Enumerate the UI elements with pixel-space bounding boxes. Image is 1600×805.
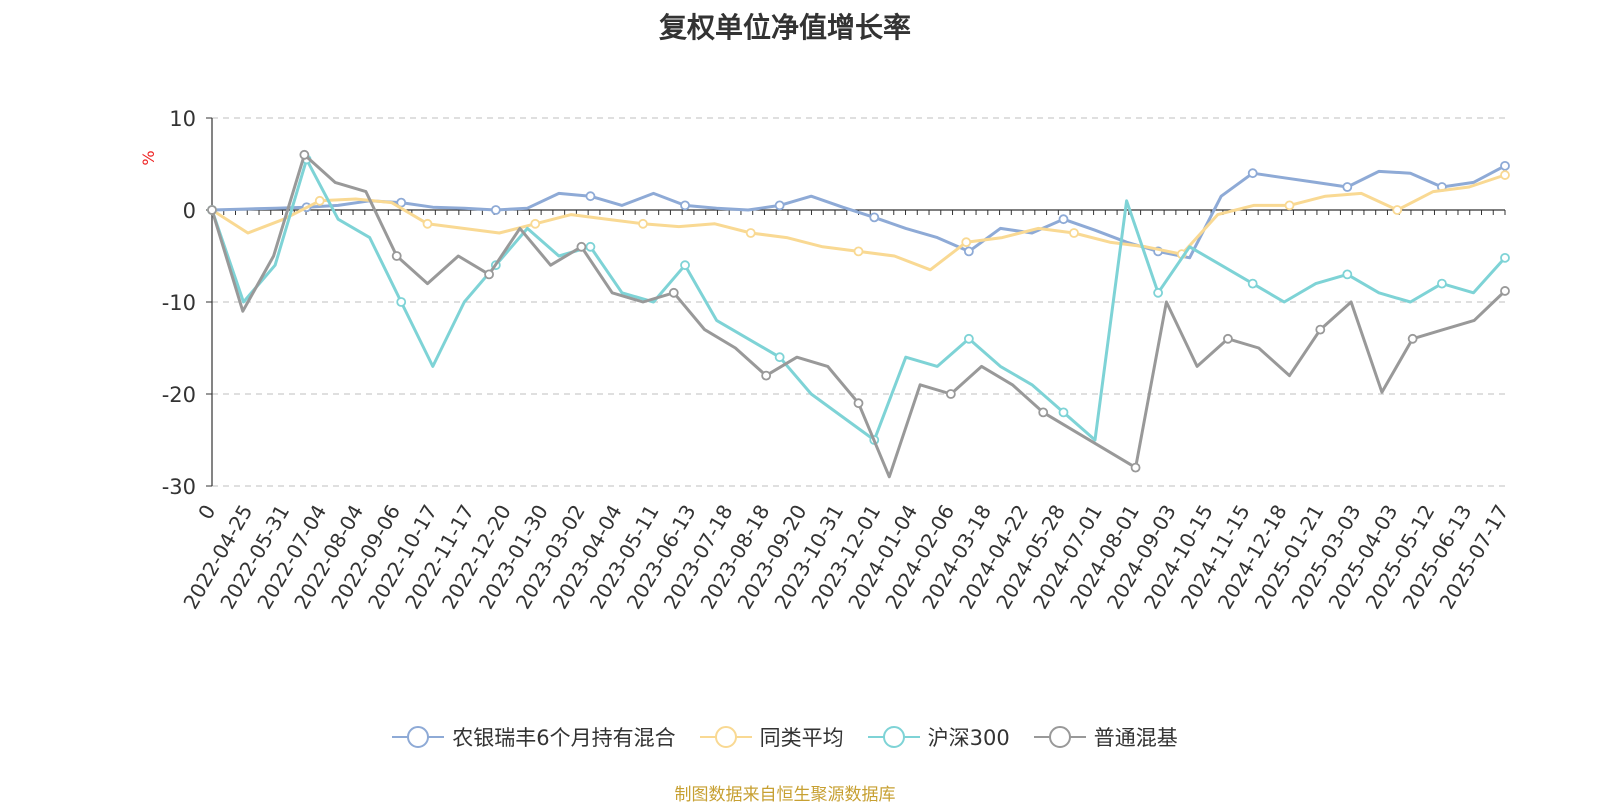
data-point [1407,333,1418,344]
data-point [1223,333,1233,344]
chart-canvas: 100-10-20-30%02022-04-252022-05-312022-0… [139,107,1513,613]
data-point [1130,462,1141,473]
y-axis-label: % [139,150,158,165]
legend-item[interactable]: 普通混基 [1033,722,1178,752]
series-lines [207,149,1510,479]
data-point [1058,407,1069,418]
y-tick-label: -30 [162,475,196,499]
data-point [1247,168,1258,179]
data-point [1500,286,1510,296]
series-line [210,157,1507,442]
data-point [668,287,679,298]
series-group [207,149,1510,479]
legend-symbol [392,725,445,749]
data-point [299,149,310,160]
data-point [576,241,587,252]
data-point [422,218,433,229]
data-point [869,212,880,223]
legend-symbol [1033,725,1086,749]
legend-label: 沪深300 [927,726,1010,750]
data-point [1038,407,1049,418]
axes: 100-10-20-30%02022-04-252022-05-312022-0… [139,107,1513,613]
legend-label: 普通混基 [1093,726,1178,750]
data-point [680,200,690,211]
data-point [1153,287,1163,298]
legend-item[interactable]: 农银瑞丰6个月持有混合 [392,722,676,752]
data-point [853,246,864,257]
data-point [1392,205,1403,215]
data-point [963,333,974,344]
legend-label: 同类平均 [759,726,844,750]
data-point [945,389,956,399]
data-point [1058,214,1069,225]
x-tick-label: 0 [193,501,220,524]
data-point [1247,278,1258,289]
data-point [490,205,501,215]
data-point [1500,252,1510,263]
legend: 农银瑞丰6个月持有混合 同类平均 沪深300 普通混基 [0,722,1570,752]
data-point [774,352,785,363]
data-point [314,195,325,206]
chart-title: 复权单位净值增长率 [658,11,911,44]
data-point [1500,170,1510,180]
legend-symbol [867,725,920,749]
data-point [745,228,756,238]
data-point [1342,269,1353,280]
data-point [530,218,541,229]
y-tick-label: -10 [162,291,196,315]
y-tick-label: 0 [183,199,196,223]
data-point [638,218,648,229]
data-point [1069,228,1079,238]
legend-item[interactable]: 沪深300 [867,722,1010,752]
legend-symbol [699,725,752,749]
data-point [1500,160,1510,171]
series-group [207,170,1510,272]
data-point [1342,182,1353,192]
source-note: 制图数据来自恒生聚源数据库 [674,785,896,805]
legend-item[interactable]: 同类平均 [699,722,844,752]
data-point [961,237,972,248]
data-point [774,200,785,211]
data-point [963,246,974,257]
data-point [853,398,864,409]
data-point [585,241,596,252]
data-point [1437,278,1447,289]
data-point [761,370,772,381]
series-line [211,164,1506,260]
data-point [680,260,690,271]
y-tick-label: -20 [162,383,196,407]
data-point [1284,200,1295,211]
data-point [207,205,217,215]
y-tick-label: 10 [169,107,196,131]
legend-label: 农银瑞丰6个月持有混合 [452,726,676,750]
series-group [207,160,1510,260]
data-point [484,269,494,280]
data-point [1315,324,1326,335]
data-point [396,297,407,307]
data-point [585,191,596,202]
data-point [391,251,402,261]
